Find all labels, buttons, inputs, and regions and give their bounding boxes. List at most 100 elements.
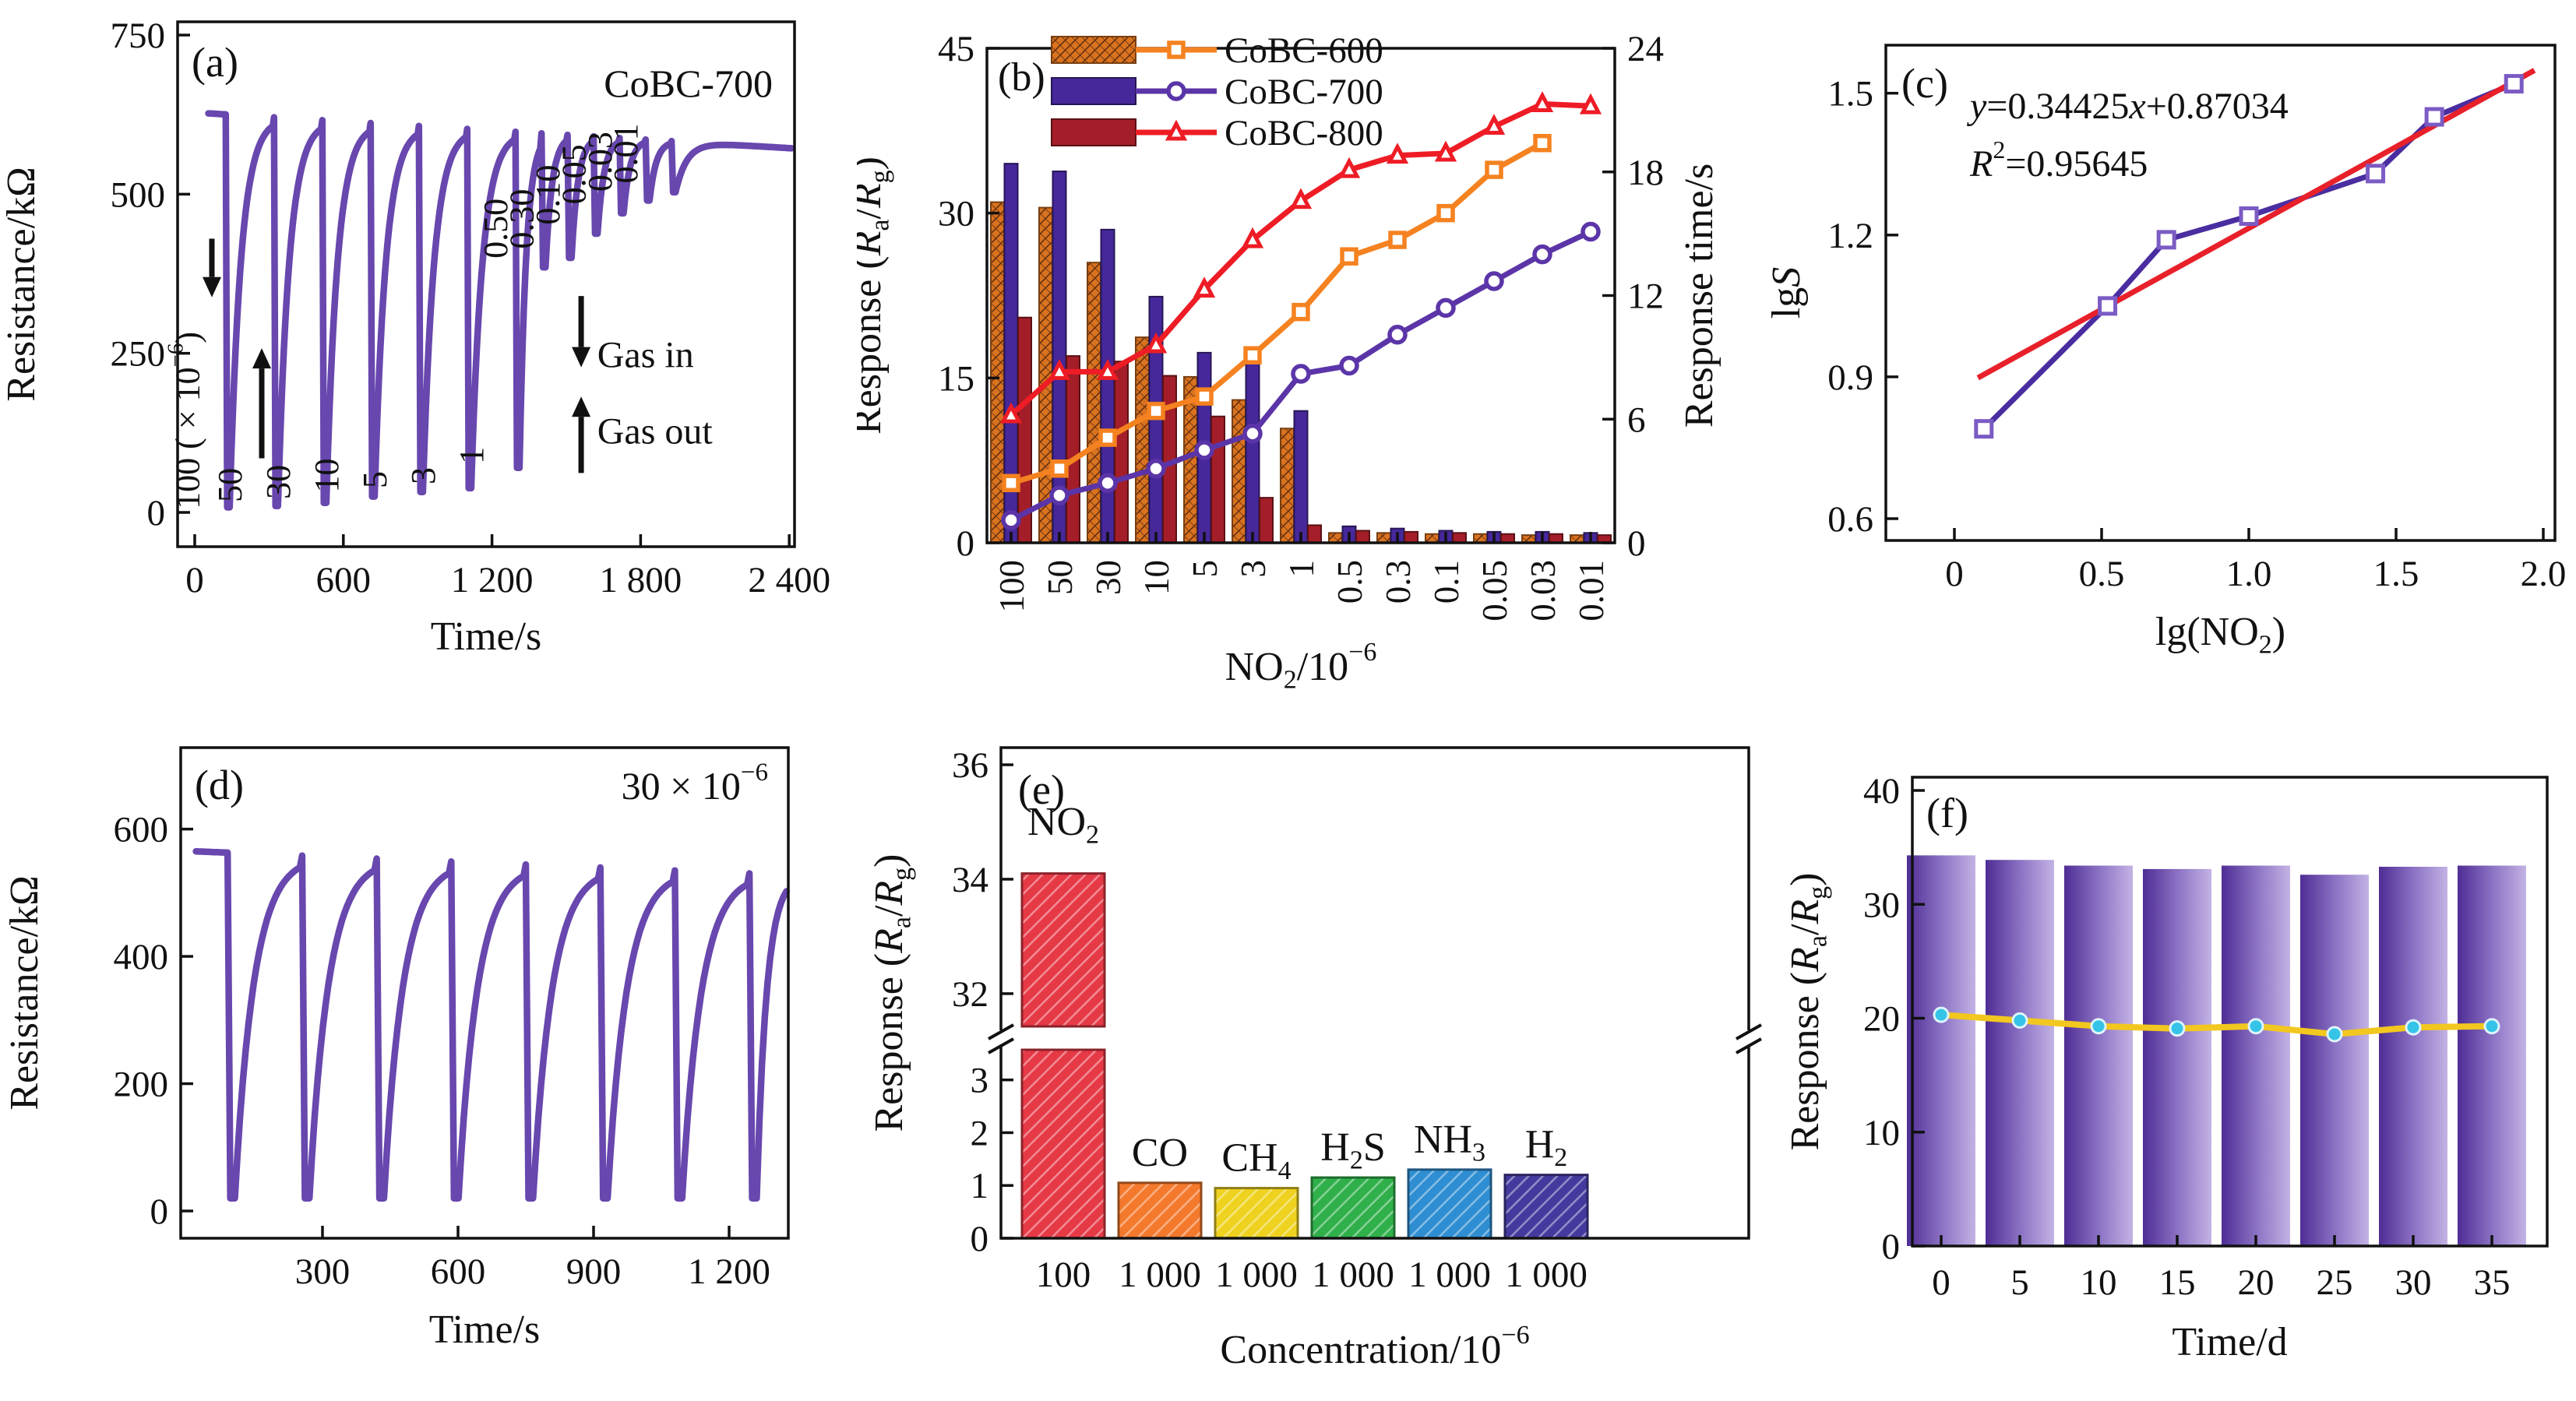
response-bar-CoBC-600	[1087, 262, 1101, 544]
triangle-marker	[1337, 157, 1361, 178]
x-axis-title: Time/d	[2172, 1320, 2287, 1364]
panel-letter: (e)	[1018, 766, 1065, 813]
x-tick-label: 2 400	[748, 560, 830, 600]
x-tick-label: 0	[185, 560, 204, 600]
x-tick-label: 300	[295, 1251, 351, 1292]
material-label: CoBC-700	[604, 62, 773, 105]
resistance-curve	[205, 110, 795, 511]
y-axis-title: Response (Ra/Rg)	[1783, 872, 1832, 1150]
x-tick-label: 20	[2238, 1262, 2275, 1303]
y-tick-label: 20	[1863, 999, 1900, 1040]
panel-letter: (b)	[998, 55, 1045, 100]
y-tick-label: 34	[952, 860, 988, 900]
category-label: 100	[992, 560, 1031, 613]
triangle-marker	[1048, 359, 1071, 380]
x-tick-label: 10	[2081, 1262, 2117, 1303]
fit-equation: y=0.34425x+0.87034	[1966, 86, 2289, 127]
left-tick-label: 15	[938, 358, 974, 399]
y-tick-label: 2	[971, 1113, 989, 1153]
circle-marker	[2483, 1018, 2500, 1035]
concentration-tick-label: 1 000	[1119, 1255, 1201, 1295]
square-marker	[1002, 473, 1020, 493]
circle-marker	[1166, 81, 1186, 101]
concentration-label: 0.50	[477, 199, 515, 259]
axis-break-mark	[988, 1037, 1014, 1054]
concentration-annotation: 30 × 10−6	[622, 759, 768, 808]
y-tick-label: 1.5	[1827, 74, 1873, 114]
category-label: 0.03	[1524, 560, 1563, 621]
stability-bar	[2300, 875, 2369, 1246]
right-tick-label: 0	[1627, 523, 1646, 564]
x-tick-label: 0	[1945, 554, 1964, 594]
category-label: 0.3	[1379, 560, 1418, 604]
panel-letter: (a)	[192, 39, 238, 86]
panel-a-transient-cobc700: 0 600 1 200 1 800 2 400 0 250 500 750 Time/s Resis…	[0, 0, 857, 701]
plot-area	[181, 748, 788, 1238]
x-tick-label: 25	[2317, 1262, 2353, 1303]
panel-a-chart: 0 600 1 200 1 800 2 400 0 250 500 750 Time/s Resis…	[0, 16, 830, 659]
circle-marker	[2011, 1012, 2028, 1029]
circle-marker	[1001, 510, 1021, 530]
x-axis-title: Time/s	[429, 1308, 541, 1352]
x-tick-label: 0	[1932, 1262, 1951, 1303]
up-arrow-icon	[252, 348, 271, 369]
y-tick-label: 0	[150, 1192, 169, 1232]
plot-frame	[1911, 776, 2549, 1248]
panel-b-response-vs-concentration: 0 15 30 45 0 6 12 18 24 100 50 30 10 5 3 1 0.5 0.3 0.1 0.05…	[845, 0, 1768, 701]
panel-f-stability: 0 10 20 30 40 0 5 10 15 20 25 30 35 Time/d Response (R…	[1768, 701, 2576, 1401]
x-tick-label: 900	[566, 1251, 622, 1292]
gas-label: NO2	[1027, 800, 1099, 849]
triangle-marker	[1579, 93, 1602, 114]
right-tick-label: 18	[1627, 153, 1664, 193]
response-bar-CoBC-700	[1245, 361, 1260, 544]
square-marker	[2156, 230, 2176, 250]
stability-bar	[2379, 866, 2447, 1246]
y-tick-label: 10	[1863, 1113, 1900, 1153]
concentration-tick-label: 1 000	[1312, 1255, 1394, 1295]
response-bar-CoBC-600	[1376, 532, 1391, 544]
square-marker	[1974, 419, 1994, 439]
y-tick-label: 0.9	[1827, 357, 1873, 398]
plot-frame	[176, 20, 796, 548]
y-tick-label: 3	[971, 1061, 989, 1101]
concentration-label: 0.05	[555, 144, 593, 204]
square-marker	[2098, 296, 2118, 316]
circle-marker	[2405, 1019, 2422, 1036]
gas-out-label: Gas out	[597, 410, 714, 452]
x-axis-title: Concentration/10−6	[1220, 1321, 1529, 1372]
x-axis-title: NO2/10−6	[1225, 638, 1377, 694]
circle-marker	[1532, 244, 1552, 265]
x-tick-label: 35	[2474, 1262, 2511, 1303]
circle-marker	[1098, 473, 1118, 494]
panel-letter: (d)	[195, 762, 244, 808]
stability-bar	[2143, 868, 2211, 1246]
category-label: 0.1	[1427, 560, 1466, 604]
down-arrow-icon	[572, 347, 591, 368]
concentration-tick-label: 1 000	[1505, 1255, 1588, 1295]
x-tick-label: 5	[2010, 1262, 2029, 1303]
legend-label: CoBC-700	[1225, 72, 1383, 112]
y-axis-title: Response (Ra/Rg)	[867, 854, 916, 1132]
circle-marker	[1194, 440, 1214, 460]
x-axis-title: Time/s	[431, 614, 542, 659]
response-bar-CoBC-600	[1232, 399, 1246, 544]
stability-bar	[2222, 865, 2290, 1246]
concentration-label: 0.03	[581, 132, 619, 192]
response-bar-CoBC-600	[1280, 428, 1295, 544]
concentration-label: 0.01	[607, 123, 645, 183]
gas-bar	[1503, 1174, 1589, 1240]
concentration-label: 100 ( × 10−6)	[164, 332, 207, 509]
y-tick-label: 30	[1863, 885, 1900, 925]
concentration-label: 30	[259, 465, 298, 499]
triangle-marker	[1144, 332, 1168, 354]
square-marker	[1243, 346, 1262, 364]
concentration-label: 5	[356, 471, 394, 488]
y-axis-title-right: Response time/s	[1677, 164, 1721, 428]
square-marker	[1292, 302, 1310, 322]
down-arrow-icon	[203, 276, 221, 297]
category-label: 30	[1089, 560, 1128, 595]
circle-marker	[1436, 297, 1456, 319]
panel-d-repeatability: 300 600 900 1 200 0 200 400 600 Time/s Resistance…	[0, 701, 857, 1401]
concentration-label: 50	[211, 468, 249, 502]
axis-break-gap	[1746, 1030, 1752, 1046]
